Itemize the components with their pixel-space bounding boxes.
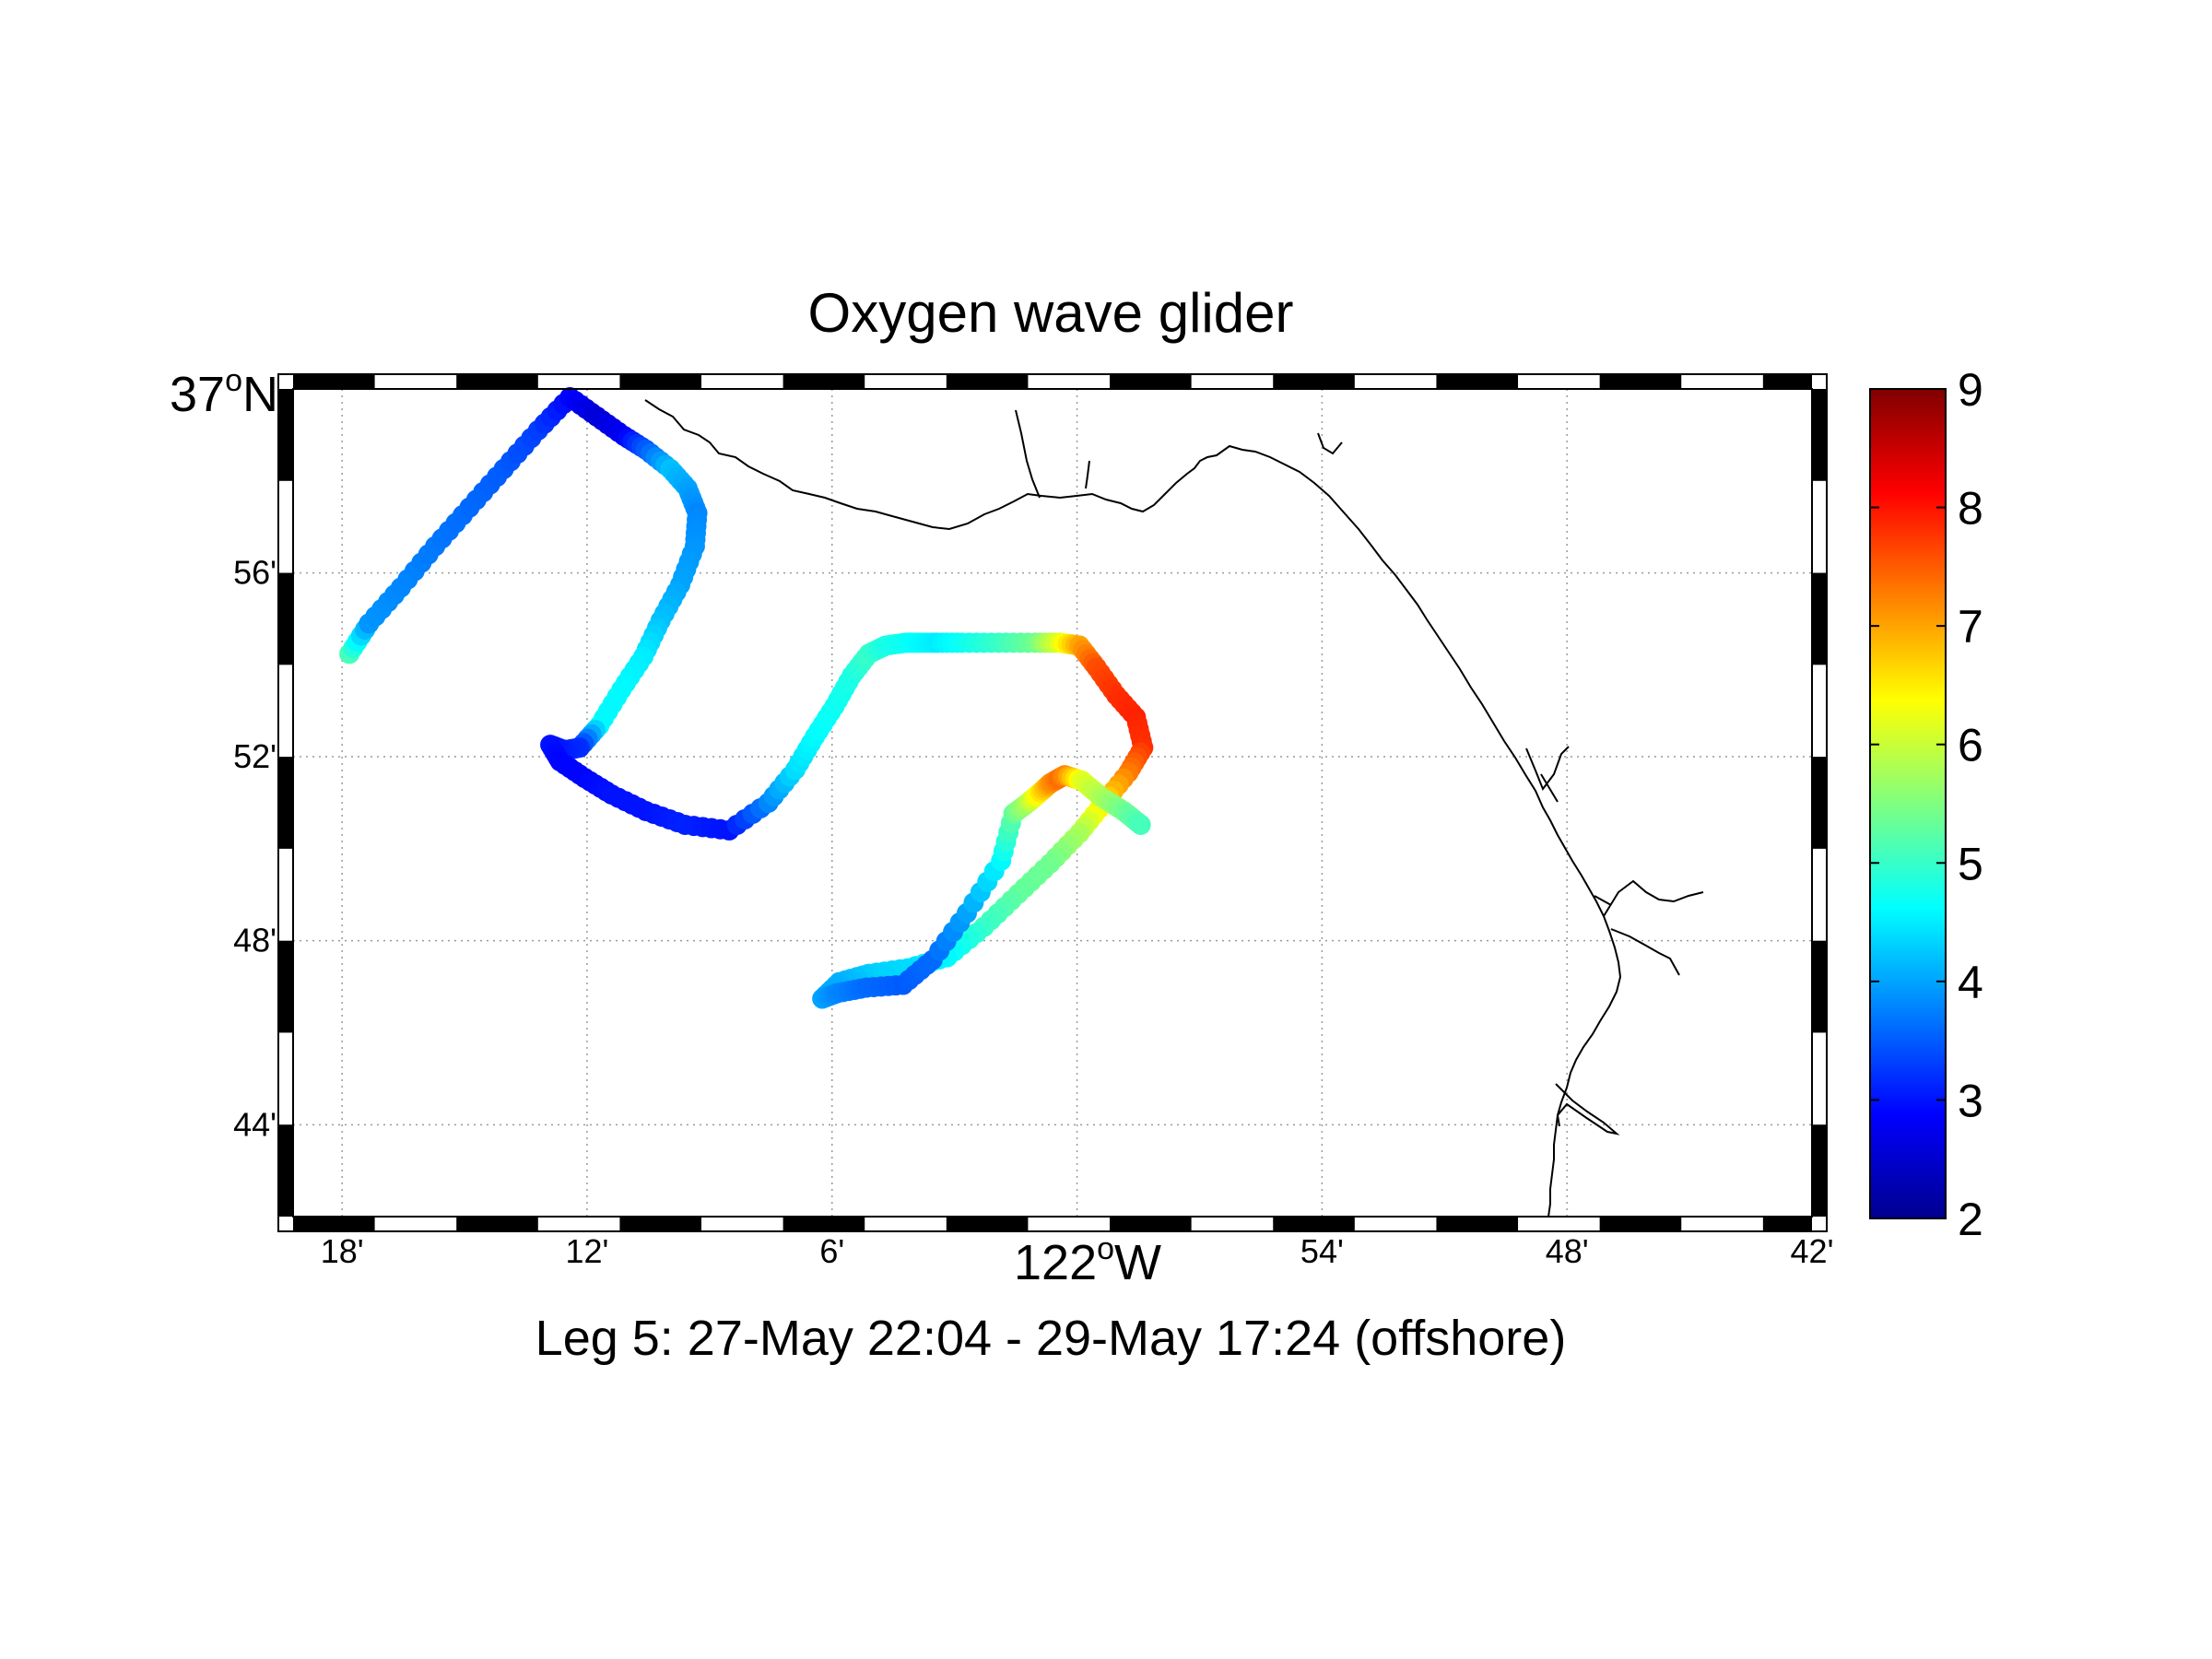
y-tick-label: 48' (233, 922, 276, 959)
colorbar-tick-label: 4 (1958, 957, 1983, 1008)
border-segment (1762, 374, 1812, 389)
colorbar-tick-label: 2 (1958, 1194, 1983, 1245)
x-tick-label: 18' (321, 1232, 364, 1270)
y-main-label-sup: o (225, 363, 242, 398)
colorbar-tick-label: 5 (1958, 838, 1983, 889)
slough-path (1594, 879, 1704, 976)
border-segment (619, 1217, 702, 1231)
track-point (1130, 814, 1151, 835)
border-segment (278, 389, 293, 481)
x-main-label-num: 122 (1014, 1235, 1097, 1290)
x-tick-label: 12' (566, 1232, 609, 1270)
border-segment (1436, 374, 1519, 389)
border-segment (1812, 757, 1827, 849)
colorbar-tick-label: 8 (1958, 483, 1983, 535)
border-segment (1812, 940, 1827, 1033)
border-segment (1110, 1217, 1192, 1231)
border-segment (1599, 374, 1682, 389)
border-segment (456, 374, 538, 389)
colorbar-ticks: 2 3 4 5 6 7 8 9 (1870, 364, 1983, 1245)
map-background (293, 389, 1812, 1217)
y-tick-labels: 56' 52' 48' 44' (233, 554, 276, 1144)
colorbar-tick-label: 3 (1958, 1075, 1983, 1126)
border-segment (782, 1217, 865, 1231)
border-segment (782, 374, 865, 389)
y-main-label-hem: N (242, 367, 278, 422)
map-border (277, 373, 1828, 1232)
x-main-label: 122oW (1014, 1231, 1161, 1290)
border-segment (1436, 1217, 1519, 1231)
y-main-label: 37oN (170, 363, 278, 422)
map-frame (277, 373, 1828, 1232)
border-segment (293, 1217, 375, 1231)
slough-path (1525, 746, 1570, 803)
border-segment (278, 757, 293, 849)
y-tick-label: 52' (233, 737, 276, 775)
map-subtitle: Leg 5: 27-May 22:04 - 29-May 17:24 (offs… (535, 1311, 1567, 1366)
harbor-path (1555, 1083, 1620, 1135)
colorbar-tick-label: 7 (1958, 601, 1983, 653)
coastline (644, 399, 1704, 1218)
border-segment (1110, 374, 1192, 389)
border-segment (293, 374, 375, 389)
border-segment (278, 1124, 293, 1217)
border-segment (1273, 1217, 1355, 1231)
x-main-label-hem: W (1114, 1235, 1161, 1290)
glider-track (339, 386, 1154, 1009)
border-segment (1273, 374, 1355, 389)
river-path (1317, 432, 1343, 455)
border-segment (1599, 1217, 1682, 1231)
river-path (1015, 409, 1041, 499)
border-segment (1762, 1217, 1812, 1231)
x-tick-label: 48' (1546, 1232, 1589, 1270)
border-segment (619, 374, 702, 389)
y-tick-label: 44' (233, 1105, 276, 1143)
border-segment (946, 1217, 1029, 1231)
border-segment (278, 940, 293, 1033)
map-title: Oxygen wave glider (808, 282, 1294, 344)
x-tick-label: 6' (819, 1232, 844, 1270)
colorbar: 2 3 4 5 6 7 8 9 (1869, 364, 1983, 1245)
border-segment (1812, 1124, 1827, 1217)
y-main-label-num: 37 (170, 367, 225, 422)
colorbar-tick-label: 6 (1958, 720, 1983, 771)
x-tick-label: 54' (1300, 1232, 1344, 1270)
x-tick-labels: 18' 12' 6' 54' 48' 42' (321, 1232, 1834, 1270)
border-segment (946, 374, 1029, 389)
colorbar-gradient (1869, 388, 1947, 1219)
border-segment (1812, 572, 1827, 665)
border-segment (278, 572, 293, 665)
x-tick-label: 42' (1791, 1232, 1834, 1270)
coastline-path (644, 399, 1622, 1218)
border-segment (456, 1217, 538, 1231)
colorbar-tick-label: 9 (1958, 364, 1983, 416)
y-tick-label: 56' (233, 554, 276, 592)
border-segment (1812, 389, 1827, 481)
x-main-label-sup: o (1097, 1231, 1114, 1266)
river-path (1085, 460, 1090, 489)
